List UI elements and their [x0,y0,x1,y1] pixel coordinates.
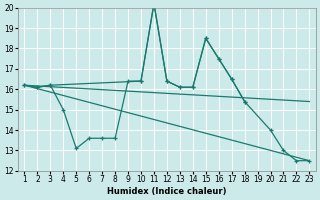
X-axis label: Humidex (Indice chaleur): Humidex (Indice chaleur) [107,187,227,196]
